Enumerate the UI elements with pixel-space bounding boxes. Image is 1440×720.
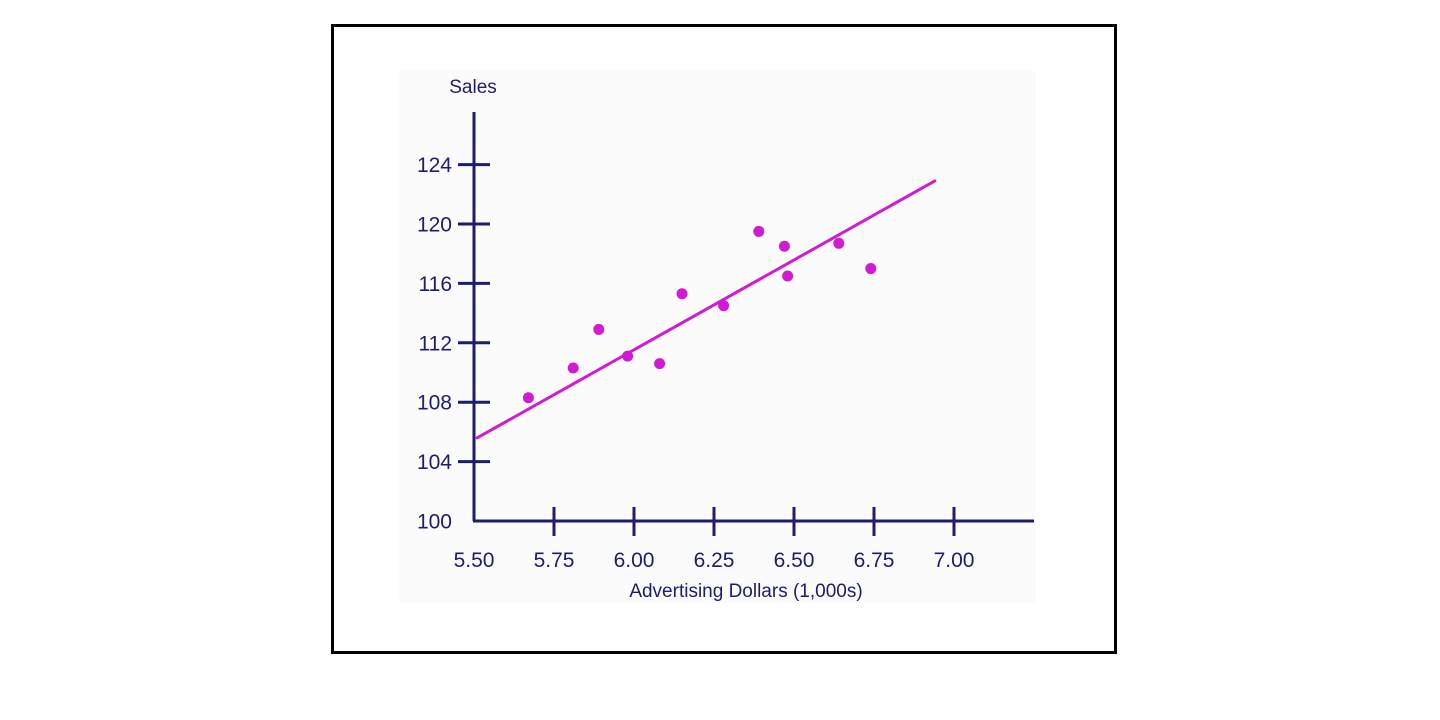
data-point xyxy=(753,225,765,237)
axes xyxy=(472,112,1034,523)
data-point xyxy=(782,270,794,282)
data-point xyxy=(865,263,877,275)
y-axis-title: Sales xyxy=(449,77,497,98)
x-axis-title: Advertising Dollars (1,000s) xyxy=(629,581,862,602)
trend-line xyxy=(475,179,937,440)
y-tick-label: 124 xyxy=(417,154,452,177)
data-point xyxy=(522,392,534,404)
y-axis-ticks: 100 104 108 112 116 120 124 xyxy=(417,154,490,534)
data-point xyxy=(833,237,845,249)
x-tick-label: 6.00 xyxy=(614,549,655,572)
y-tick-label: 108 xyxy=(417,392,452,415)
x-tick-label: 6.75 xyxy=(854,549,895,572)
x-tick-label: 7.00 xyxy=(934,549,975,572)
x-tick-label: 6.25 xyxy=(694,549,735,572)
y-tick-label: 100 xyxy=(417,511,452,534)
data-point xyxy=(593,323,605,335)
data-point xyxy=(654,358,666,370)
plot-area xyxy=(399,71,1036,603)
data-point xyxy=(567,362,579,374)
data-point xyxy=(676,288,688,300)
x-axis-ticks: 5.50 5.75 6.00 6.25 6.50 6.75 7.00 xyxy=(454,507,975,572)
data-point xyxy=(718,300,730,312)
x-tick-label: 5.75 xyxy=(534,549,575,572)
x-tick-label: 6.50 xyxy=(774,549,815,572)
x-tick-label: 5.50 xyxy=(454,549,495,572)
y-tick-label: 104 xyxy=(417,451,452,474)
data-point xyxy=(778,240,790,252)
y-tick-label: 116 xyxy=(419,273,452,296)
y-tick-label: 120 xyxy=(417,214,452,237)
y-tick-label: 112 xyxy=(419,332,452,355)
data-series xyxy=(475,179,937,440)
